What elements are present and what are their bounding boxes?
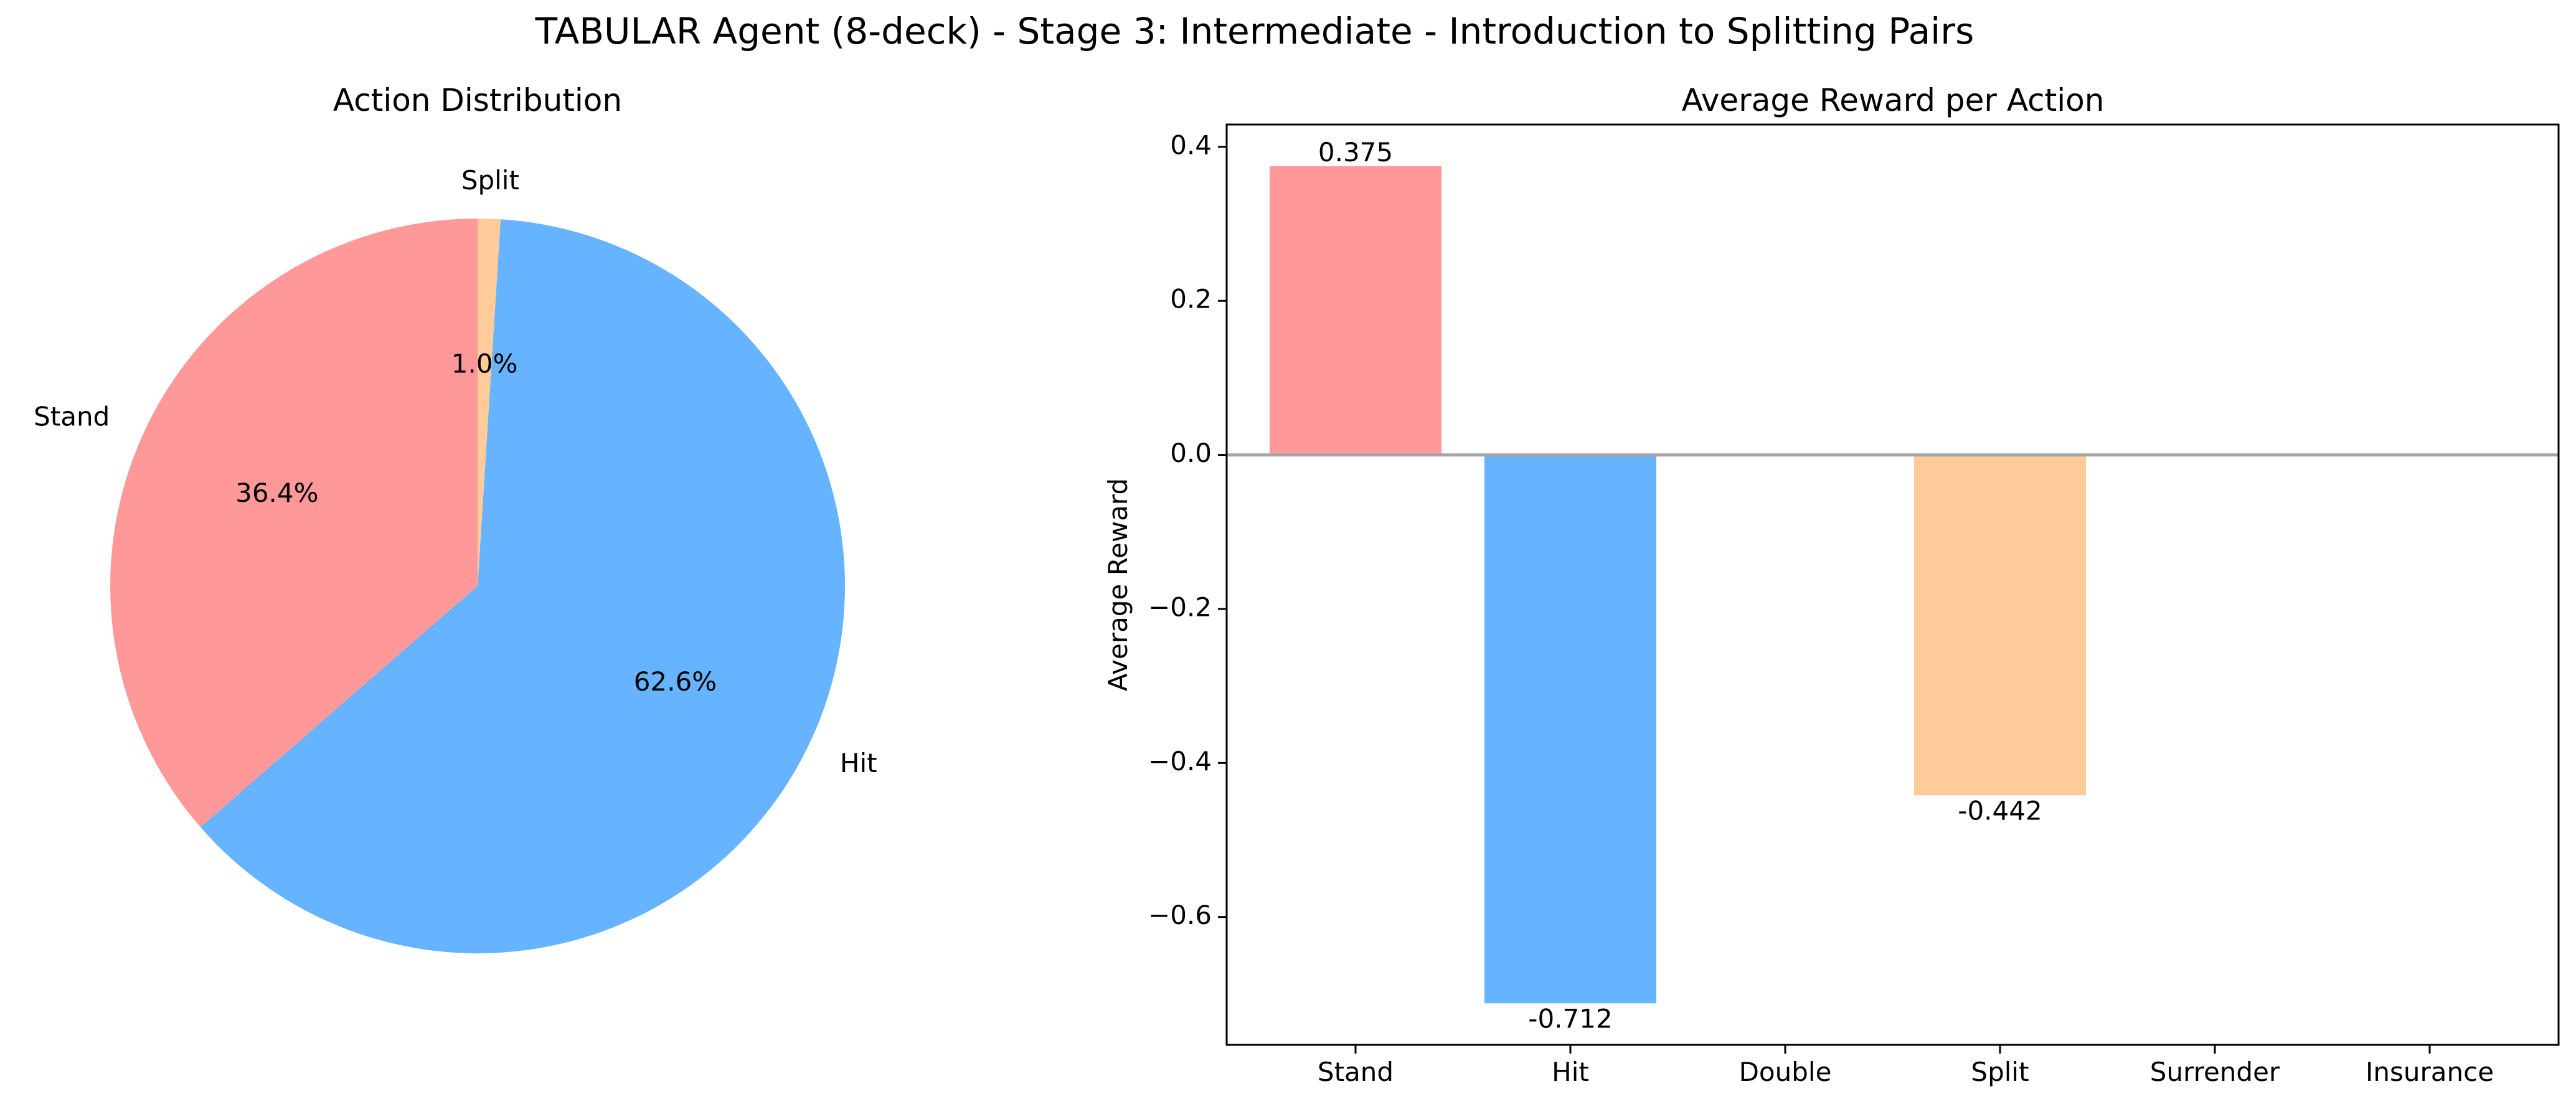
y-tick-label: 0.4 [1170,130,1212,160]
pie-percent-split: 1.0% [451,349,518,379]
bar-stand [1270,166,1441,455]
bar-split [1914,455,2086,796]
x-tick-label-hit: Hit [1552,1057,1589,1087]
figure-title: TABULAR Agent (8-deck) - Stage 3: Interm… [535,10,1974,52]
bar-chart: Average Reward per Action 0.375 -0.712 -0.… [1103,82,2560,1087]
y-axis-label: Average Reward [1103,478,1133,691]
y-tick-label: 0.2 [1170,284,1212,314]
y-axis: 0.4 0.2 0.0 −0.2 −0.4 −0.6 [1148,130,1227,930]
bar-series [1270,166,2086,1004]
bar-value-label-split: -0.442 [1958,795,2042,826]
pie-slice-stand [110,219,478,828]
x-tick-label-insurance: Insurance [2366,1057,2494,1087]
pie-slices [110,219,845,954]
pie-chart-title: Action Distribution [333,82,622,118]
x-tick-label-stand: Stand [1318,1057,1394,1087]
x-axis: Stand Hit Double Split Surrender Insurance [1318,1045,2494,1087]
bar-value-label-hit: -0.712 [1528,1003,1612,1034]
pie-percent-stand: 36.4% [235,478,318,508]
x-tick-label-double: Double [1739,1057,1832,1087]
y-tick-label: −0.6 [1148,900,1212,930]
pie-percent-hit: 62.6% [634,666,717,697]
pie-label-split: Split [461,165,519,196]
bar-value-labels: 0.375 -0.712 -0.442 [1318,137,2042,1034]
pie-chart: Action Distribution Stand 36.4% Hit 62.6% Sp… [34,82,877,954]
bar-hit [1484,455,1656,1004]
pie-label-stand: Stand [34,402,110,432]
plot-frame [1225,123,2560,1046]
pie-label-hit: Hit [840,748,877,778]
pie-labels: Stand 36.4% Hit 62.6% Split 1.0% [34,165,877,778]
bar-chart-title: Average Reward per Action [1682,82,2105,118]
x-tick-label-split: Split [1971,1057,2029,1087]
pie-slice-split [478,219,501,586]
y-tick-label: −0.2 [1148,592,1212,622]
x-tick-label-surrender: Surrender [2150,1057,2280,1087]
bar-value-label-stand: 0.375 [1318,137,1393,168]
y-tick-label: −0.4 [1148,746,1212,776]
pie-slice-hit [200,219,845,954]
y-tick-label: 0.0 [1170,438,1212,468]
